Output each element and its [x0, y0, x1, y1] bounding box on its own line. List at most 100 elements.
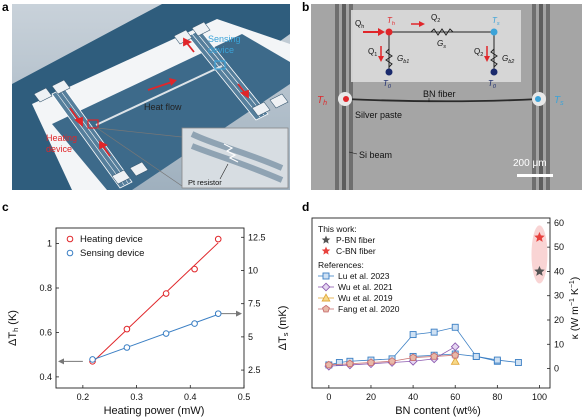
y-tick-label-left: 0.8	[39, 283, 52, 293]
th-dot	[343, 96, 349, 102]
x-tick-label: 60	[450, 392, 460, 402]
gb2-label: Gb2	[502, 54, 514, 65]
panel-b-micrograph: Qh Th Q2 Ts Gs Q1 Gb1 Q2 Gb2 T0 T0 Th Ts…	[311, 4, 582, 190]
q2b-label: Q2	[474, 47, 483, 58]
chart-d-xlabel: BN content (wt%)	[395, 405, 481, 417]
y-tick-label-left: 1	[47, 239, 52, 249]
y-tick-label-right: 2.5	[248, 365, 261, 375]
data-point-3	[450, 356, 460, 365]
legend-label: P-BN fiber	[336, 235, 375, 245]
data-point-4	[430, 352, 439, 360]
heat-flow-label: Heat flow	[144, 102, 182, 112]
legend-marker	[321, 293, 331, 302]
bn-fiber-illustration	[95, 65, 223, 126]
panel-label-d: d	[302, 200, 310, 214]
x-tick-label: 80	[492, 392, 502, 402]
legend-label: Wu et al. 2021	[338, 282, 393, 292]
data-point-4	[451, 351, 460, 359]
panel-label-c: c	[2, 200, 9, 214]
scale-bar-label: 200 μm	[513, 158, 547, 169]
fit-line-0	[92, 242, 219, 363]
th-node-label: Th	[387, 16, 395, 27]
series-line-1	[413, 353, 519, 363]
heating-device-marker	[87, 119, 99, 129]
panel-label-b: b	[302, 0, 310, 14]
y-tick-label-right: 5	[248, 332, 253, 342]
this-work-point-0	[534, 265, 545, 276]
chart-d-ylabel: κ (W m−1 K−1)	[569, 277, 581, 340]
legend-label: Heating device	[80, 234, 143, 245]
scale-bar	[517, 174, 553, 177]
legend-label: Sensing device	[80, 248, 144, 259]
contact-pads	[33, 21, 289, 185]
silver-paste-label: Silver paste	[355, 110, 402, 120]
legend-title-this-work: This work:	[318, 224, 357, 234]
data-point-4	[345, 359, 354, 368]
heating-label-2: device	[46, 144, 72, 154]
ts-node-label: Ts	[492, 16, 500, 27]
t0b-label: T0	[488, 79, 497, 90]
y-tick-label: 20	[554, 315, 564, 325]
legend-label: C-BN fiber	[336, 246, 376, 256]
th-label: Th	[317, 95, 327, 107]
q2-label: Q2	[431, 13, 440, 24]
data-point-1	[89, 356, 96, 363]
fit-line-1	[92, 313, 219, 361]
gb1-label: Gb1	[397, 54, 409, 65]
y-tick-label: 0	[554, 364, 559, 374]
bn-fiber-label: BN fiber	[423, 89, 456, 99]
data-point-1	[191, 320, 198, 327]
x-tick-label: 0.3	[130, 392, 143, 402]
qh-label: Qh	[355, 19, 364, 30]
legend-marker	[66, 249, 74, 257]
sensing-device-marker	[214, 60, 226, 70]
si-beam-label: Si beam	[359, 150, 392, 160]
legend-label: Wu et al. 2019	[338, 293, 393, 303]
this-work-highlight	[531, 225, 548, 284]
legend-marker	[322, 272, 330, 280]
x-tick-label: 0.4	[184, 392, 197, 402]
q1-label: Q1	[368, 47, 377, 58]
chart-c-frame	[55, 227, 245, 389]
t0a-label: T0	[383, 79, 392, 90]
panel-label-a: a	[2, 0, 9, 14]
y-tick-label: 50	[554, 242, 564, 252]
legend-label: Fang et al. 2020	[338, 304, 400, 314]
legend-star	[321, 235, 331, 244]
heating-beam	[51, 87, 133, 189]
data-point-0	[430, 328, 438, 336]
y-tick-label: 10	[554, 339, 564, 349]
y-tick-label-right: 7.5	[248, 299, 261, 309]
pt-resistor-label: Pt resistor	[188, 178, 222, 187]
y-tick-label-left: 0.6	[39, 327, 52, 337]
pt-resistor-inset	[96, 127, 289, 189]
y-tick-label: 60	[554, 218, 564, 228]
ts-label: Ts	[554, 95, 564, 107]
data-point-1	[493, 356, 501, 364]
chart-c: 0.2 0.3 0.4 0.50.40.60.812.557.51012.5Heati…	[7, 227, 290, 417]
data-point-1	[514, 359, 522, 366]
series-line-0	[328, 326, 498, 366]
legend-marker	[321, 282, 331, 292]
data-point-0	[123, 325, 131, 333]
data-point-0	[409, 331, 417, 339]
y-tick-label-left: 0.4	[39, 372, 52, 382]
thermal-circuit	[351, 10, 521, 82]
x-tick-label: 0	[326, 392, 331, 402]
sensing-label-1: Sensing	[208, 34, 241, 44]
y-tick-label-right: 12.5	[248, 232, 266, 242]
panel-a-illustration: Heat flow Sensing device Heating device …	[12, 4, 290, 190]
y-tick-label-right: 10	[248, 265, 258, 275]
chart-c-xlabel: Heating power (mW)	[104, 405, 205, 417]
y-tick-label: 40	[554, 266, 564, 276]
chart-c-ylabel-left: ΔTh (K)	[7, 310, 20, 346]
x-tick-label: 0.2	[77, 392, 90, 402]
data-point-0	[451, 323, 459, 331]
x-tick-label: 40	[408, 392, 418, 402]
data-point-0	[162, 290, 170, 297]
data-point-1	[214, 310, 222, 317]
data-point-4	[388, 357, 396, 365]
chart-d-frame	[311, 217, 551, 389]
legend-star	[321, 246, 331, 255]
x-tick-label: 0.5	[238, 392, 251, 402]
